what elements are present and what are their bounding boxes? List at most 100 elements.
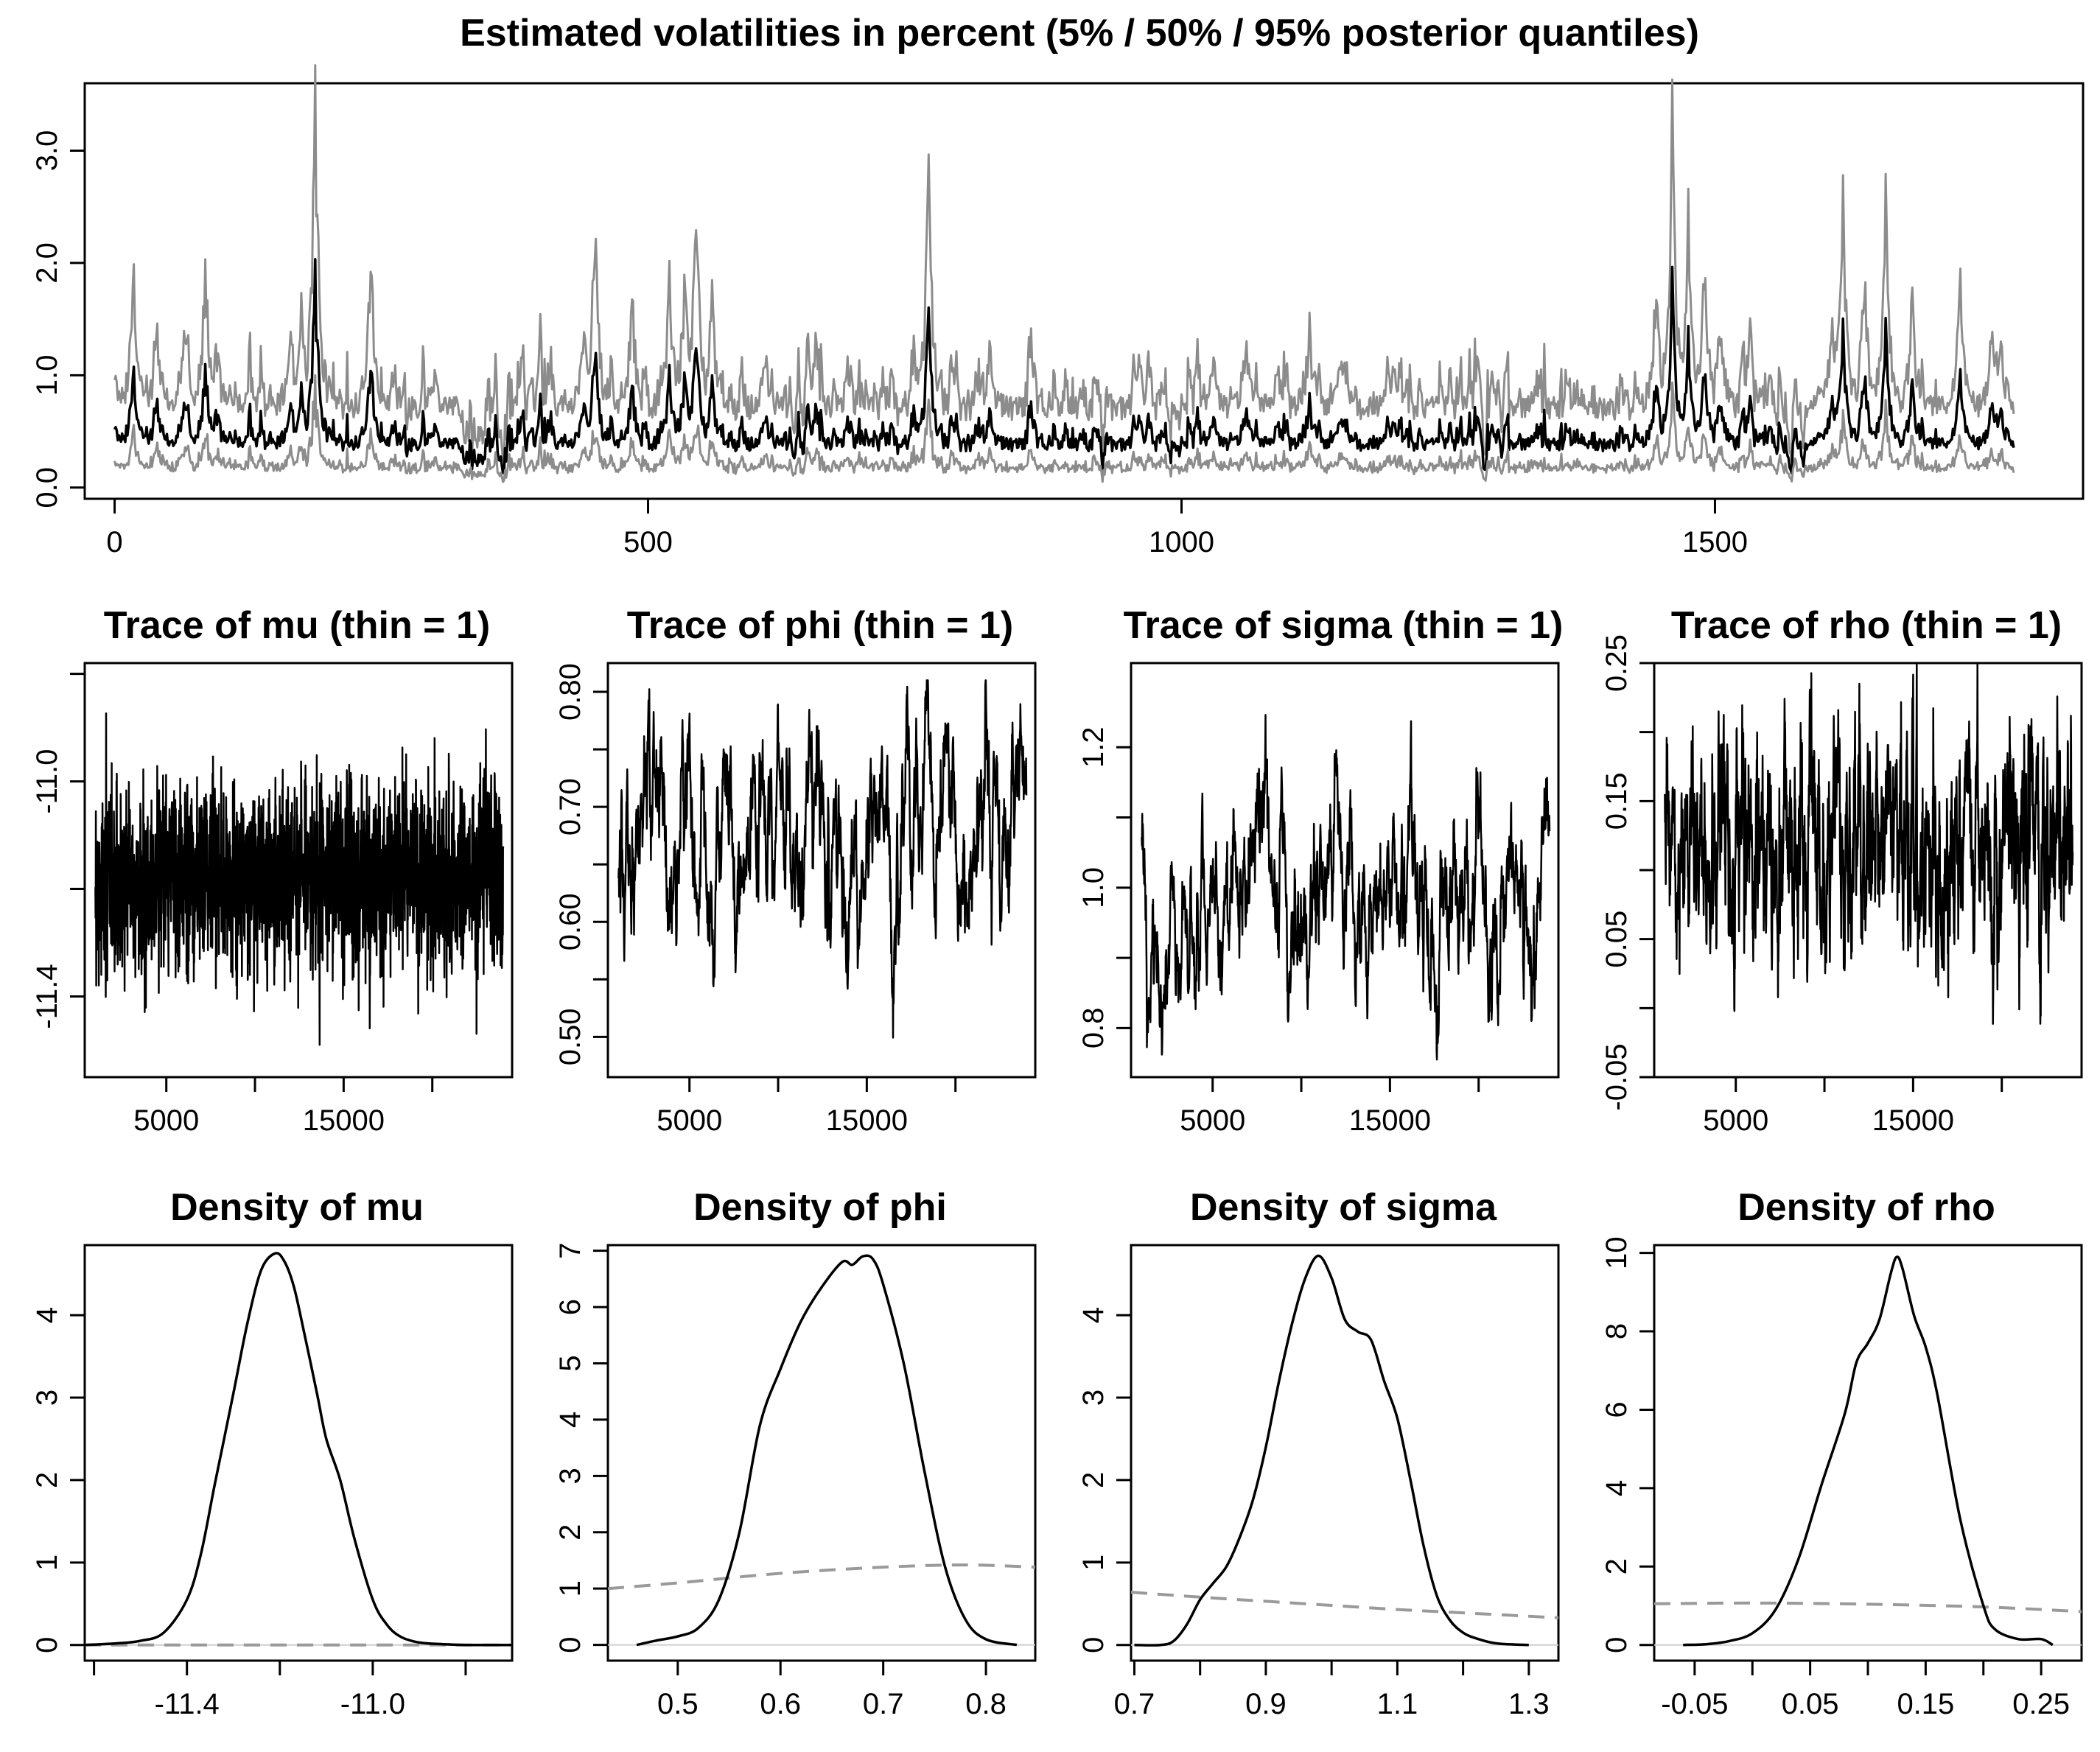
trace-phi-y-tick-label: 0.80: [554, 663, 587, 721]
trace-phi-y-tick-label: 0.70: [554, 778, 587, 835]
trace-mu-x-tick-label: 15000: [303, 1104, 385, 1137]
trace-mu-title: Trace of mu (thin = 1): [104, 604, 490, 647]
volatility-y-tick-label: 1.0: [31, 355, 63, 396]
dens-phi-x-tick-label: 0.5: [657, 1688, 699, 1720]
dens-sigma-y-tick-label: 2: [1077, 1472, 1110, 1488]
dens-phi-y-tick-label: 2: [554, 1524, 587, 1541]
prior-density-curve: [1653, 1601, 2082, 1613]
trace-mu-plot: 5000 15000 -11.4 -11.0: [31, 673, 505, 1137]
volatility-x-tick-label: 0: [106, 526, 122, 558]
volatility-series-50-quantile: [113, 258, 2015, 475]
dens-rho-x-tick-label: 0.15: [1897, 1688, 1954, 1720]
density-rho-title: Density of rho: [1737, 1186, 1995, 1229]
dens-phi-y-tick-label: 4: [554, 1412, 587, 1428]
dens-sigma-y-tick-label: 3: [1077, 1390, 1110, 1406]
trace-mu-y-tick-label: -11.0: [31, 749, 63, 813]
dens-mu-y-tick-label: 4: [31, 1307, 63, 1323]
panel-trace-rho: Trace of rho (thin = 1) 5000 15000 -0.05 0.…: [1600, 604, 2083, 1137]
dens-sigma-x-tick-label: 0.9: [1245, 1688, 1287, 1720]
trace-rho-x-tick-label: 15000: [1872, 1104, 1954, 1137]
posterior-density-curve: [636, 1254, 1018, 1647]
volatility-x-tick-label: 1500: [1682, 526, 1748, 558]
trace-rho-title: Trace of rho (thin = 1): [1671, 604, 2062, 647]
trace-phi-title: Trace of phi (thin = 1): [627, 604, 1013, 647]
density-phi-plot: 0.5 0.6 0.7 0.8 0 1 2 3 4 5 6 7: [554, 1243, 1036, 1720]
dens-sigma-x-tick-label: 1.1: [1377, 1688, 1418, 1720]
panel-trace-mu: Trace of mu (thin = 1) 5000 15000 -11.4 -11…: [31, 604, 514, 1137]
density-phi-title: Density of phi: [693, 1186, 947, 1229]
dens-sigma-y-tick-label: 4: [1077, 1307, 1110, 1323]
dens-mu-y-tick-label: 0: [31, 1637, 63, 1653]
dens-phi-y-tick-label: 7: [554, 1243, 587, 1259]
panel-trace-phi: Trace of phi (thin = 1) 5000 15000 0.50 0.6…: [554, 604, 1037, 1137]
volatility-x-tick-label: 500: [623, 526, 673, 558]
dens-phi-x-tick-label: 0.6: [760, 1688, 801, 1720]
dens-mu-y-tick-label: 1: [31, 1555, 63, 1571]
panel-volatility: Estimated volatilities in percent (5% / …: [31, 12, 2085, 558]
dens-sigma-y-tick-label: 1: [1077, 1555, 1110, 1571]
density-sigma-plot: 0.7 0.9 1.1 1.3 0 1 2 3 4: [1077, 1254, 1559, 1720]
volatility-x-tick-label: 1000: [1149, 526, 1214, 558]
dens-rho-y-tick-label: 4: [1600, 1480, 1633, 1496]
trace-phi-y-tick-label: 0.60: [554, 893, 587, 950]
trace-line: [1141, 714, 1551, 1061]
dens-rho-y-tick-label: 6: [1600, 1401, 1633, 1418]
posterior-density-curve: [1134, 1254, 1529, 1647]
dens-mu-x-tick-label: -11.4: [155, 1688, 220, 1720]
dens-mu-x-tick-label: -11.0: [340, 1688, 405, 1720]
dens-rho-x-tick-label: 0.05: [1782, 1688, 1839, 1720]
dens-phi-y-tick-label: 3: [554, 1468, 587, 1484]
density-phi-frame: [606, 1244, 1037, 1662]
dens-rho-y-tick-label: 8: [1600, 1323, 1633, 1339]
prior-density-curve: [607, 1563, 1036, 1591]
trace-rho-y-tick-label: 0.25: [1600, 634, 1633, 692]
trace-sigma-x-tick-label: 15000: [1349, 1104, 1431, 1137]
trace-line: [1664, 662, 2074, 1025]
trace-phi-y-tick-label: 0.50: [554, 1008, 587, 1065]
volatility-series-5-quantile: [113, 374, 2015, 483]
trace-mu-x-tick-label: 5000: [133, 1104, 199, 1137]
density-sigma-frame: [1130, 1244, 1560, 1662]
volatility-title: Estimated volatilities in percent (5% / …: [460, 12, 1699, 55]
dens-phi-x-tick-label: 0.7: [863, 1688, 904, 1720]
volatility-series: [113, 64, 2015, 483]
trace-phi-x-tick-label: 15000: [826, 1104, 908, 1137]
volatility-x-axis: 0 500 1000 1500 0.0 1.0 2.0 3.0: [31, 130, 1748, 558]
dens-rho-y-tick-label: 0: [1600, 1637, 1633, 1653]
panel-density-mu: Density of mu -11.4 -11.0 0 1 2 3 4: [31, 1186, 514, 1720]
volatility-y-tick-label: 2.0: [31, 242, 63, 284]
trace-phi-x-tick-label: 5000: [657, 1104, 722, 1137]
trace-line: [617, 679, 1028, 1039]
dens-sigma-y-tick-label: 0: [1077, 1637, 1110, 1653]
trace-sigma-y-tick-label: 1.0: [1077, 867, 1110, 908]
trace-rho-y-tick-label: 0.15: [1600, 772, 1633, 830]
trace-sigma-frame: [1130, 662, 1560, 1079]
trace-sigma-title: Trace of sigma (thin = 1): [1124, 604, 1564, 647]
dens-mu-y-tick-label: 2: [31, 1472, 63, 1488]
trace-phi-frame: [606, 662, 1037, 1079]
dens-sigma-x-tick-label: 0.7: [1114, 1688, 1155, 1720]
dens-phi-x-tick-label: 0.8: [965, 1688, 1007, 1720]
panel-density-rho: Density of rho -0.05 0.05 0.15 0.25 0 2 4 6 8 10: [1600, 1186, 2083, 1720]
dens-mu-y-tick-label: 3: [31, 1390, 63, 1406]
trace-sigma-plot: 5000 15000 0.8 1.0 1.2: [1077, 714, 1551, 1137]
density-mu-plot: -11.4 -11.0 0 1 2 3 4: [31, 1252, 513, 1720]
panel-trace-sigma: Trace of sigma (thin = 1) 5000 15000 0.8 1.…: [1077, 604, 1563, 1137]
volatility-series-95-quantile: [113, 64, 2015, 463]
posterior-density-curve: [1683, 1255, 2054, 1647]
dens-phi-y-tick-label: 6: [554, 1299, 587, 1315]
trace-sigma-y-tick-label: 0.8: [1077, 1008, 1110, 1049]
dens-phi-y-tick-label: 0: [554, 1636, 587, 1653]
posterior-density-curve: [84, 1252, 513, 1647]
dens-rho-y-tick-label: 2: [1600, 1558, 1633, 1574]
prior-density-curve: [1130, 1591, 1559, 1619]
volatility-y-tick-label: 0.0: [31, 467, 63, 508]
dens-rho-x-tick-label: -0.05: [1661, 1688, 1728, 1720]
density-mu-frame: [83, 1244, 514, 1662]
trace-mu-y-tick-label: -11.4: [31, 964, 63, 1029]
panel-density-phi: Density of phi 0.5 0.6 0.7 0.8 0 1 2 3 4 5 6 7: [554, 1186, 1037, 1720]
dens-phi-y-tick-label: 1: [554, 1580, 587, 1597]
trace-line: [94, 712, 505, 1046]
dens-phi-y-tick-label: 5: [554, 1355, 587, 1371]
trace-sigma-y-tick-label: 1.2: [1077, 727, 1110, 768]
